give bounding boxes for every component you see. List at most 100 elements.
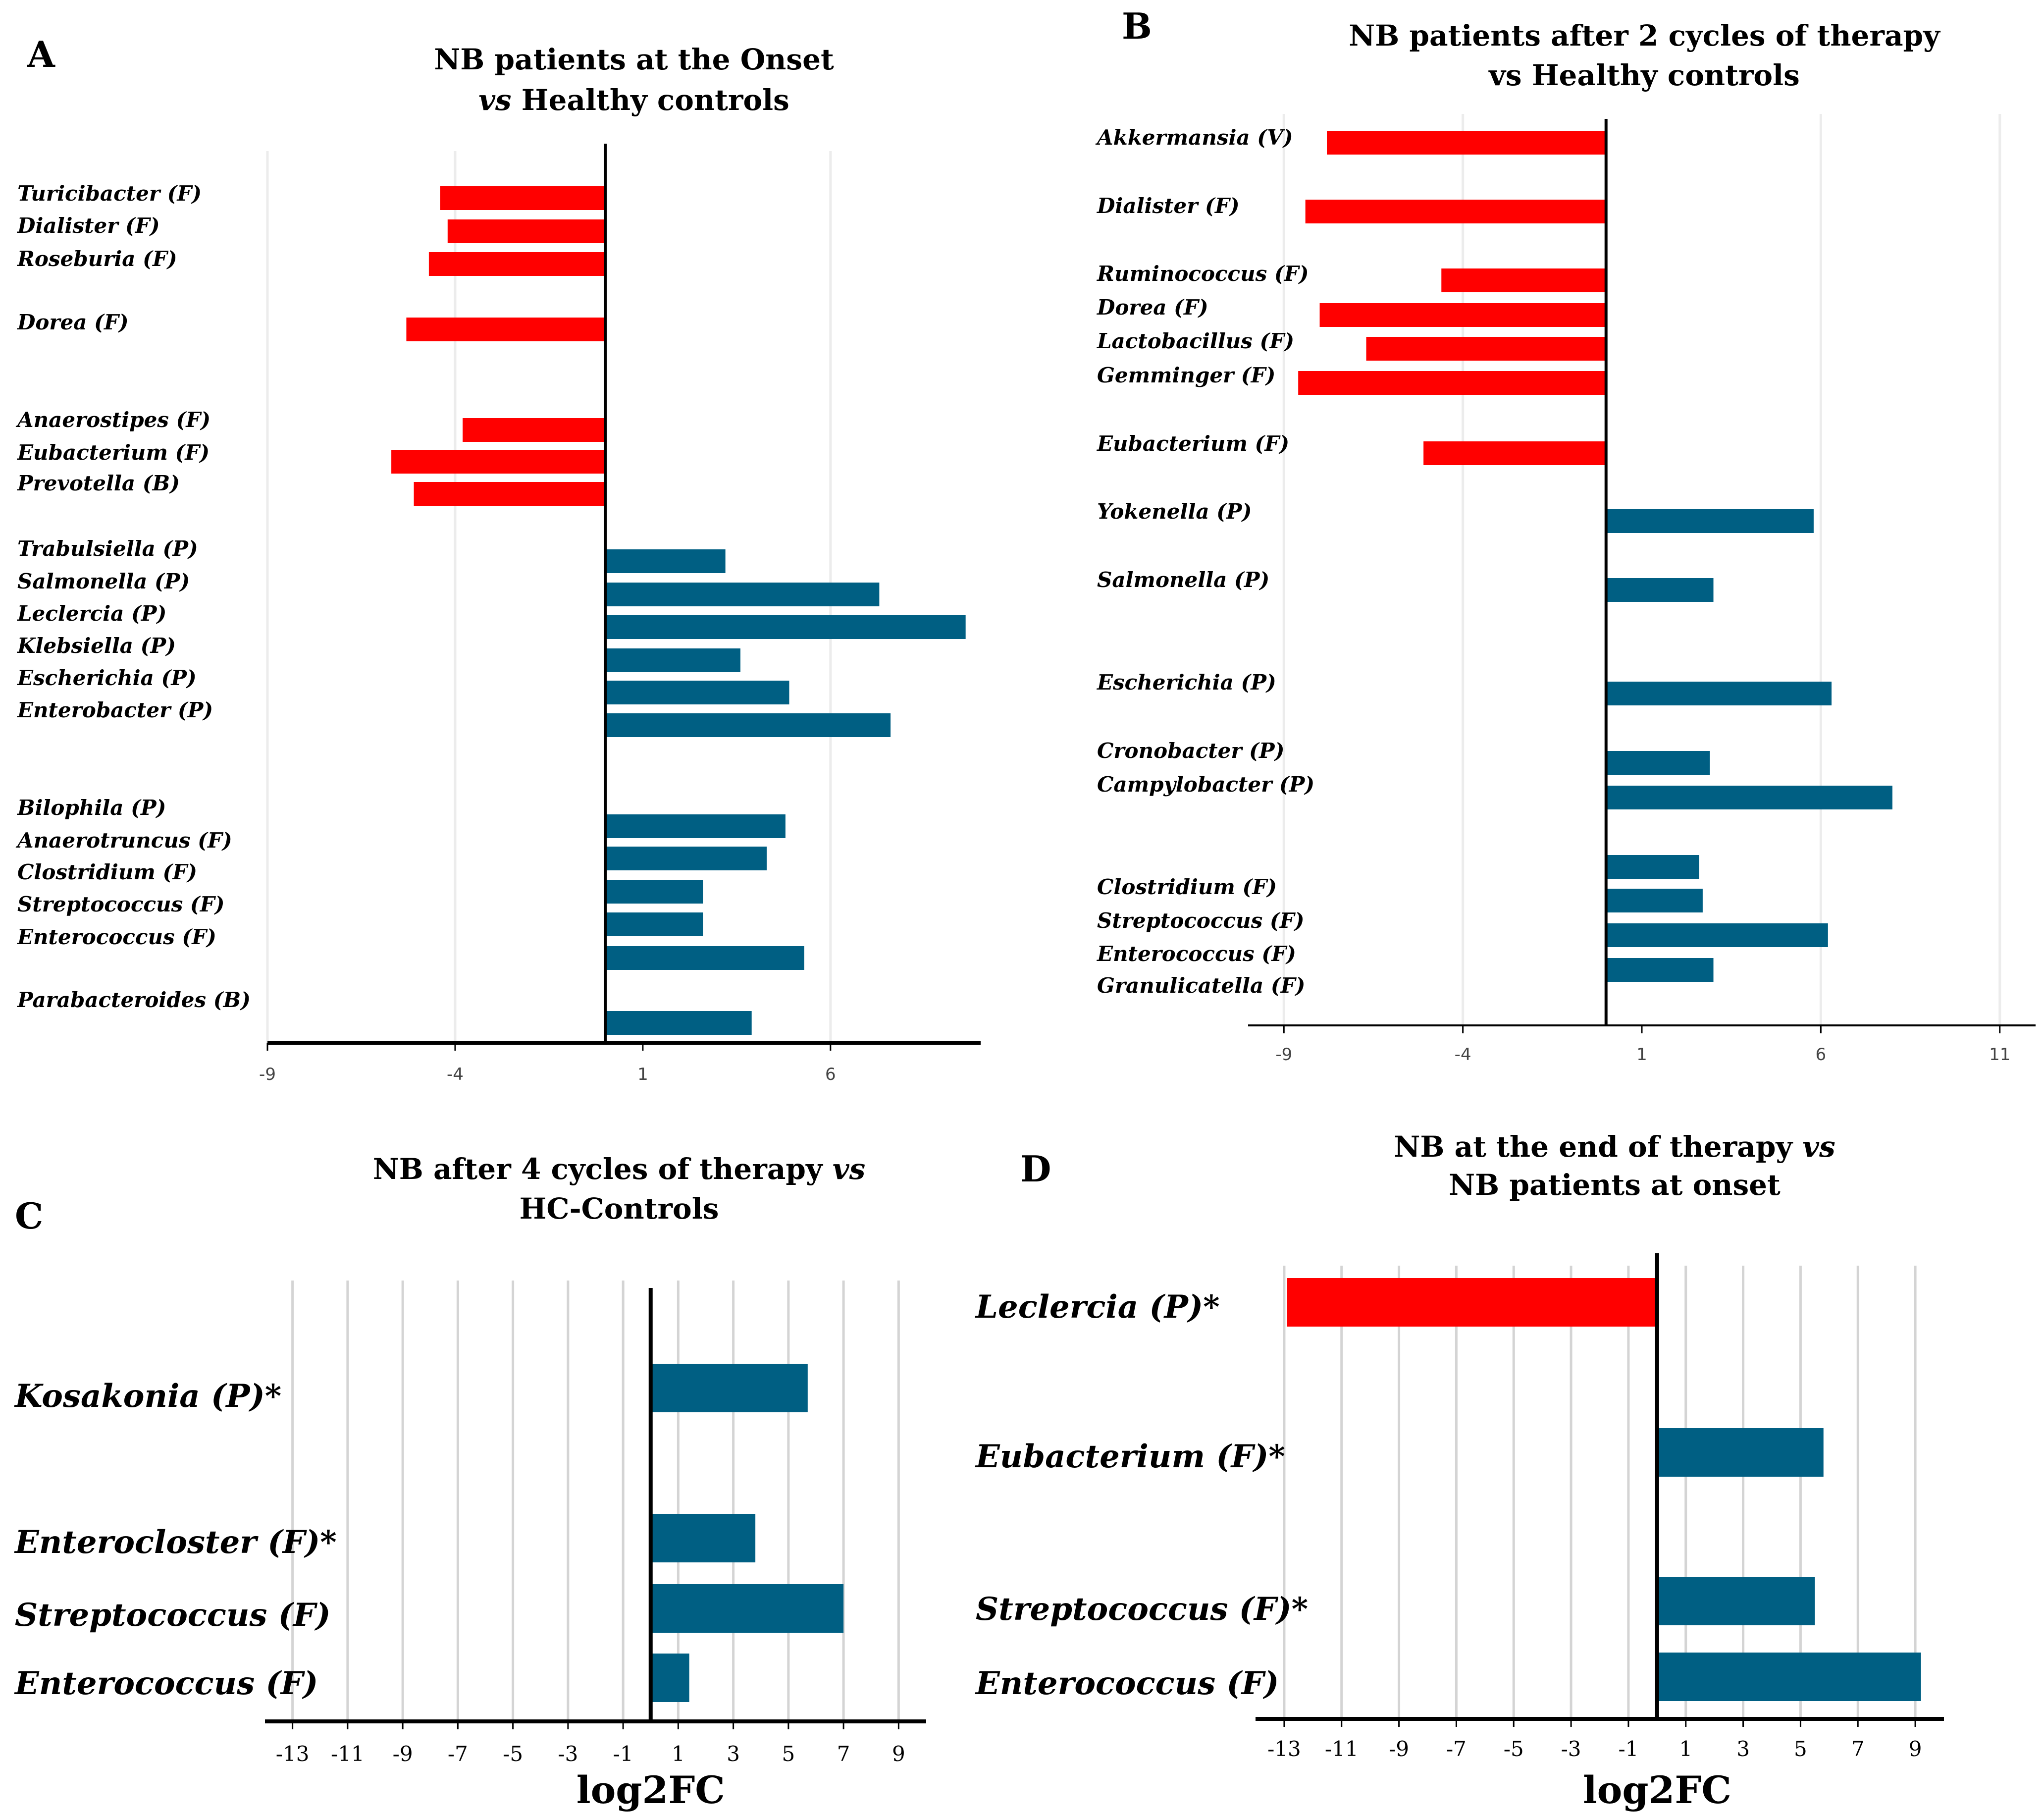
panel-a-category-label: Salmonella (P) (17, 569, 190, 593)
panel-b-category-label: Eubacterium (F) (1097, 431, 1289, 456)
panel-c-category-label: Kosakonia (P)* (14, 1378, 281, 1415)
panel-b-category-label: Clostridium (F) (1097, 875, 1277, 899)
panel-b-tick-label: -9 (1275, 1045, 1292, 1065)
panel-a-bar-leclercia-p (605, 615, 966, 639)
panel-a-category-label: Eubacterium (F) (17, 440, 210, 465)
panel-c-bar-kosakonia-p (650, 1364, 808, 1412)
panel-a-category-label: Enterococcus (F) (17, 925, 216, 949)
panel-d-category-label: Eubacterium (F)* (975, 1438, 1285, 1475)
panel-c-category-label: Enterococcus (F) (14, 1665, 318, 1702)
panel-b-title-line: vs Healthy controls (1488, 58, 1800, 92)
panel-d-letter: D (1020, 1148, 1051, 1190)
panel-c-tick-label: -9 (393, 1742, 413, 1766)
panel-a-bar-clostridium-f (605, 880, 703, 904)
panel-d-tick-label: 7 (1851, 1737, 1865, 1761)
panel-a-bar-eubacterium-f (391, 450, 606, 474)
panel-a-title-segment: Healthy controls (512, 83, 789, 117)
panel-c-category-label: Enterocloster (F)* (14, 1524, 337, 1561)
panel-a-category-label: Anaerotruncus (F) (15, 828, 232, 853)
panel-a-bar-enterococcus-f (605, 946, 804, 970)
panel-a-tick-label: 1 (637, 1065, 648, 1084)
panel-d-tick-label: -9 (1389, 1737, 1409, 1761)
panel-a-bar-anaerostipes-f (463, 418, 606, 442)
panel-b-bar-cronobacter-p (1606, 751, 1710, 775)
panel-a-bar-dorea-f (406, 318, 606, 341)
panel-d-title-segment: NB patients at onset (1449, 1168, 1781, 1202)
panel-b-category-label: Streptococcus (F) (1097, 908, 1304, 933)
panel-d-x-axis-title: log2FC (1583, 1768, 1731, 1812)
panel-c-title-segment: HC-Controls (520, 1192, 719, 1226)
panel-d-tick-label: 3 (1736, 1737, 1750, 1761)
panel-d-category-label: Streptococcus (F)* (976, 1591, 1308, 1628)
panel-d-tick-label: -5 (1504, 1737, 1524, 1761)
panel-a-tick-label: 6 (825, 1065, 836, 1084)
panel-b-bar-campylobacter-p (1606, 786, 1892, 809)
panel-b-title-line: NB patients after 2 cycles of therapy (1349, 19, 1941, 53)
panel-b-letter: B (1122, 5, 1152, 47)
panel-c-bar-enterococcus-f (650, 1654, 689, 1702)
panel-b-bar-escherichia-p (1606, 682, 1832, 705)
panel-a-category-label: Clostridium (F) (17, 860, 197, 884)
panel-b-category-label: Gemminger (F) (1097, 363, 1275, 387)
panel-b-bar-lactobacillus-f (1366, 337, 1606, 361)
panel-c-title-segment: vs (833, 1152, 865, 1186)
panel-b-bar-salmonella-p (1606, 578, 1714, 602)
panel-b-bar-streptococcus-f (1606, 889, 1703, 912)
panel-d-tick-label: -11 (1325, 1737, 1359, 1761)
panel-b-bar-eubacterium-f (1423, 441, 1606, 465)
panel-a-title-line: vs Healthy controls (478, 83, 789, 117)
panel-c-tick-label: -5 (503, 1742, 523, 1766)
panel-a-category-label: Roseburia (F) (17, 247, 177, 271)
panel-b-category-label: Salmonella (P) (1097, 568, 1269, 592)
panel-b-category-label: Yokenella (P) (1097, 499, 1252, 524)
panel-a: -9 -4 1 6 Turicibacter (F) Dialister (F) Roseb… (15, 33, 981, 1084)
panel-a-letter: A (27, 33, 55, 75)
panel-b-category-label: Lactobacillus (F) (1097, 329, 1294, 353)
panel-b-bar-dialister-f (1305, 200, 1606, 223)
panel-c-letter: C (15, 1195, 43, 1237)
panel-a-category-label: Klebsiella (P) (17, 634, 176, 658)
panel-d-tick-label: -3 (1561, 1737, 1581, 1761)
panel-c-bar-streptococcus-f (650, 1584, 844, 1633)
panel-b: -9 -4 1 6 11 Akkermansia (V) Dialister (F) Rumi… (1095, 5, 2036, 1065)
panel-c-tick-label: -11 (331, 1742, 365, 1766)
panel-a-bar-prevotella-b (414, 482, 606, 506)
panel-b-bar-ruminococcus-f (1441, 268, 1606, 292)
panel-a-category-label: Prevotella (B) (17, 471, 180, 495)
panel-d-title-segment: NB at the end of therapy (1394, 1130, 1802, 1164)
panel-c-tick-label: 3 (727, 1742, 740, 1766)
panel-d-tick-label: -1 (1618, 1737, 1638, 1761)
panel-a-bar-trabulsiella-p (605, 549, 726, 573)
panel-c-tick-label: 1 (672, 1742, 685, 1766)
panel-b-tick-label: 1 (1636, 1045, 1647, 1065)
panel-b-tick-label: 11 (1989, 1045, 2010, 1065)
panel-d-title-segment: vs (1802, 1130, 1835, 1164)
panel-c-tick-label: -3 (558, 1742, 578, 1766)
panel-c-x-axis-title: log2FC (577, 1768, 725, 1812)
panel-b-category-label: Dialister (F) (1097, 194, 1240, 218)
panel-b-tick-label: 6 (1816, 1045, 1827, 1065)
panel-a-bar-parabacteroides-b (605, 1011, 752, 1035)
panel-b-category-label: Akkermansia (V) (1095, 125, 1293, 150)
panel-a-bar-anaerotruncus-f (605, 847, 767, 870)
panel-b-category-label: Ruminococcus (F) (1097, 262, 1309, 286)
panel-a-category-label: Turicibacter (F) (17, 181, 202, 206)
panel-d-bar-leclercia-p (1287, 1278, 1657, 1327)
panel-b-category-label: Enterococcus (F) (1097, 942, 1296, 966)
panel-d-category-label: Enterococcus (F) (975, 1665, 1279, 1702)
panel-b-bar-akkermansia-v (1327, 131, 1606, 155)
panel-a-bar-salmonella-p (605, 583, 880, 606)
panel-b-category-label: Dorea (F) (1097, 295, 1208, 320)
panel-c-category-label: Streptococcus (F) (15, 1597, 331, 1634)
panel-a-category-label: Bilophila (P) (17, 796, 166, 820)
panel-b-title-segment: NB patients after 2 cycles of therapy (1349, 19, 1941, 53)
panel-c-title-line: HC-Controls (520, 1192, 719, 1226)
panel-b-bar-dorea-f (1319, 303, 1606, 327)
panel-a-category-label: Parabacteroides (B) (17, 988, 251, 1012)
panel-d-bar-eubacterium-f (1657, 1428, 1824, 1477)
panel-d-title-line: NB at the end of therapy vs (1394, 1130, 1835, 1164)
panel-c-tick-label: -13 (276, 1742, 310, 1766)
